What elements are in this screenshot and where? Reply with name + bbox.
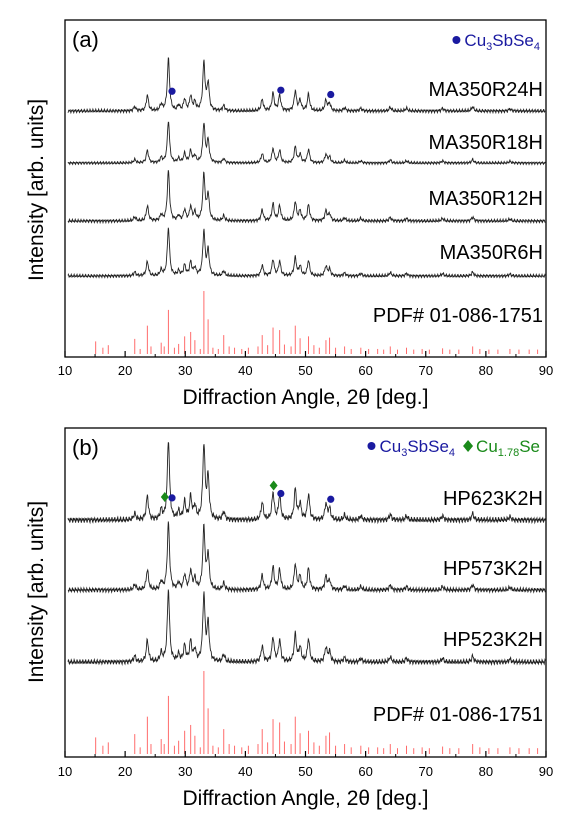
legend-item: Cu3SbSe4 [452, 31, 540, 53]
x-axis-title: Diffraction Angle, 2θ [deg.] [183, 386, 429, 409]
x-axis-title: Diffraction Angle, 2θ [deg.] [183, 787, 429, 810]
cu3sbse4-peak-marker [327, 495, 335, 503]
cu3sbse4-peak-marker [168, 87, 176, 95]
xrd-trace [67, 121, 546, 166]
legend: Cu3SbSe4 Cu1.78Se [367, 437, 540, 459]
series-label: MA350R6H [440, 242, 543, 264]
panel-a: MA350R24H MA350R18H MA350R12H MA350R6H PDF# … [25, 19, 553, 409]
cu3sbse4-peak-marker [277, 86, 285, 94]
x-tick-label: 90 [539, 764, 553, 779]
x-tick-label: 70 [419, 363, 433, 378]
series-label: MA350R18H [428, 132, 543, 154]
panel-label: (a) [72, 27, 99, 52]
x-tick-label: 60 [358, 764, 372, 779]
y-axis-title: Intensity [arb. units] [25, 501, 48, 683]
cu178se-peak-marker [269, 480, 278, 491]
diamond-marker-icon [463, 440, 474, 452]
x-tick-label: 30 [178, 764, 192, 779]
x-tick-label: 50 [298, 764, 312, 779]
x-tick-label: 90 [539, 363, 553, 378]
series-label: MA350R12H [428, 188, 543, 210]
circle-marker-icon [452, 36, 461, 44]
xrd-trace [67, 170, 546, 225]
x-tick-label: 40 [238, 363, 252, 378]
xrd-trace [67, 521, 546, 594]
cu3sbse4-peak-marker [277, 489, 285, 498]
x-tick-label: 30 [178, 363, 192, 378]
x-tick-label: 40 [238, 764, 252, 779]
legend-item: Cu3SbSe4 [367, 437, 455, 459]
panel-label: (b) [72, 435, 99, 460]
x-tick-label: 20 [118, 363, 132, 378]
x-tick-label: 10 [58, 764, 72, 779]
xrd-trace [67, 442, 546, 525]
x-tick-label: 80 [479, 363, 493, 378]
cu178se-peak-marker [160, 491, 169, 502]
xrd-trace [67, 57, 546, 115]
legend-label: Cu3SbSe4 [464, 31, 540, 53]
panel-b: HP623K2H HP573K2H HP523K2H PDF# 01-086-1751… [25, 427, 553, 810]
cu3sbse4-peak-marker [168, 494, 176, 502]
x-tick-label: 70 [419, 764, 433, 779]
circle-marker-icon [367, 442, 376, 450]
reference-label: PDF# 01-086-1751 [373, 704, 543, 726]
legend-label: Cu1.78Se [476, 437, 540, 459]
y-axis-title: Intensity [arb. units] [25, 99, 48, 281]
reference-pattern [95, 291, 539, 354]
x-tick-label: 50 [298, 363, 312, 378]
series-label: HP623K2H [443, 488, 543, 510]
legend-label: Cu3SbSe4 [379, 437, 455, 459]
legend: Cu3SbSe4 [452, 31, 540, 53]
legend-item: Cu1.78Se [463, 437, 540, 459]
x-tick-label: 10 [58, 363, 72, 378]
reference-pattern [95, 671, 539, 754]
x-tick-label: 20 [118, 764, 132, 779]
series-label: HP573K2H [443, 558, 543, 580]
x-tick-label: 60 [358, 363, 372, 378]
series-label: HP523K2H [443, 629, 543, 651]
xrd-trace [67, 589, 546, 666]
series-label: MA350R24H [428, 79, 543, 101]
xrd-trace [67, 227, 546, 279]
x-tick-label: 80 [479, 764, 493, 779]
cu3sbse4-peak-marker [327, 90, 335, 99]
reference-label: PDF# 01-086-1751 [373, 305, 543, 327]
